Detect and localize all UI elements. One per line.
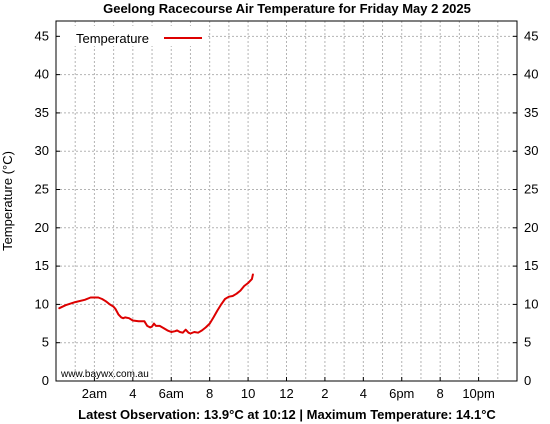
y-tick-label-right: 20 — [524, 220, 538, 235]
y-tick-label-right: 40 — [524, 67, 538, 82]
y-tick-label-right: 25 — [524, 182, 538, 197]
grid — [56, 21, 517, 381]
legend-label: Temperature — [76, 31, 149, 46]
x-tick-label: 10pm — [462, 386, 495, 401]
y-tick-label: 25 — [35, 182, 49, 197]
y-tick-label: 45 — [35, 28, 49, 43]
chart-title: Geelong Racecourse Air Temperature for F… — [103, 1, 471, 16]
series-layer — [58, 273, 254, 335]
x-tick-label: 12 — [279, 386, 293, 401]
series-line-temperature — [58, 273, 254, 335]
y-tick-label: 5 — [42, 335, 49, 350]
y-tick-label: 40 — [35, 67, 49, 82]
y-tick-label-right: 45 — [524, 28, 538, 43]
y-tick-label-right: 10 — [524, 296, 538, 311]
x-tick-label: 6am — [159, 386, 184, 401]
y-axis-label: Temperature (°C) — [0, 151, 15, 251]
legend: Temperature — [60, 26, 208, 46]
y-tick-label-right: 0 — [524, 373, 531, 388]
y-tick-label: 30 — [35, 143, 49, 158]
y-tick-label-right: 35 — [524, 105, 538, 120]
x-tick-label: 2am — [82, 386, 107, 401]
y-tick-label: 0 — [42, 373, 49, 388]
x-tick-label: 2 — [321, 386, 328, 401]
x-tick-label: 4 — [360, 386, 367, 401]
footer-observation: Latest Observation: 13.9°C at 10:12 | Ma… — [78, 407, 496, 422]
y-tick-label: 10 — [35, 296, 49, 311]
y-tick-label-right: 30 — [524, 143, 538, 158]
x-tick-label: 6pm — [389, 386, 414, 401]
y-tick-label: 15 — [35, 258, 49, 273]
x-tick-label: 8 — [437, 386, 444, 401]
x-tick-label: 10 — [241, 386, 255, 401]
credit-text: www.baywx.com.au — [60, 369, 149, 380]
x-tick-label: 8 — [206, 386, 213, 401]
x-tick-label: 4 — [129, 386, 136, 401]
y-tick-label-right: 15 — [524, 258, 538, 273]
y-tick-label: 35 — [35, 105, 49, 120]
y-tick-label-right: 5 — [524, 335, 531, 350]
legend-box — [60, 26, 208, 46]
y-tick-label: 20 — [35, 220, 49, 235]
axis-ticks: 0 0 5 5 10 10 15 15 20 20 25 25 30 30 35 35 40 40 45 45 2am 4… — [35, 28, 539, 401]
